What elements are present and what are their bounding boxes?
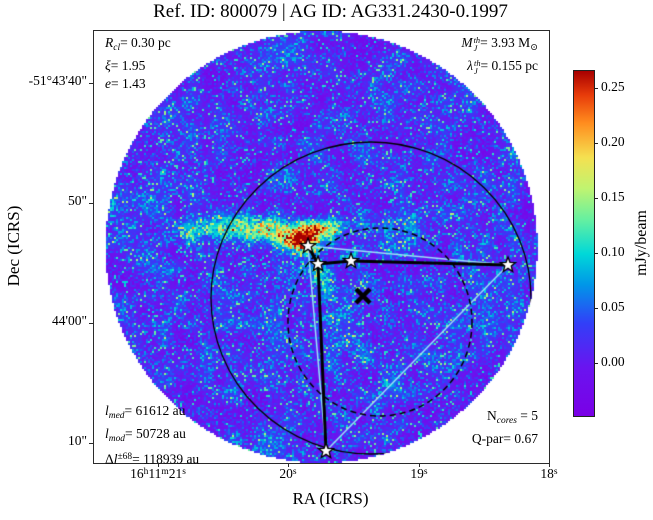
- annotation-line: e= 1.43: [105, 75, 146, 91]
- colorbar-tick-label: 0.05: [601, 299, 625, 314]
- colorbar-tick-label: 0.15: [601, 189, 625, 204]
- x-axis-label: RA (ICRS): [292, 489, 369, 508]
- colorbar: [573, 70, 595, 417]
- annotation-clump-params: Rcl= 0.30 pc ξ= 1.95 e= 1.43: [105, 34, 171, 93]
- x-tickmark: [287, 463, 289, 467]
- annotation-line: Δl±68= 118939 au: [105, 450, 200, 466]
- colorbar-tick-label: 0.25: [601, 79, 625, 94]
- annotation-line: Q-par= 0.67: [471, 430, 538, 446]
- x-tick-label: 20s: [279, 466, 297, 481]
- y-tick-label: -51°43'40": [28, 73, 87, 88]
- x-tick-label: 16h11m21s: [130, 466, 186, 481]
- colorbar-tick-label: 0.10: [601, 244, 625, 259]
- x-tickmark: [418, 463, 420, 467]
- y-axis-label: Dec (ICRS): [4, 205, 23, 287]
- colorbar-tick-label: 0.20: [601, 134, 625, 149]
- figure-title: Ref. ID: 800079 | AG ID: AG331.2430-0.19…: [153, 1, 508, 22]
- stacked-script: th J: [473, 35, 481, 54]
- annotation-line: ξ= 1.95: [105, 57, 146, 73]
- colorbar-label: mJy/beam: [633, 210, 650, 276]
- y-tickmark: [89, 322, 93, 324]
- annotation-core-stats: Ncores = 5 Q-par= 0.67: [472, 407, 538, 448]
- x-tickmark: [157, 463, 159, 467]
- annotation-line: lmed= 61612 au: [105, 403, 186, 421]
- annotation-separation-params: lmed= 61612 au lmod= 50728 au Δl±68= 11893…: [105, 402, 199, 468]
- intensity-map-canvas: [94, 31, 549, 463]
- annotation-line: Ncores = 5: [487, 408, 538, 426]
- stacked-script: th J: [474, 58, 481, 76]
- y-tick-label: 44'00": [52, 313, 87, 328]
- y-tickmark: [89, 442, 93, 444]
- annotation-line: Rcl= 0.30 pc: [105, 35, 171, 53]
- y-tickmark: [89, 82, 93, 84]
- annotation-line: λ th J = 0.155 pc: [467, 57, 538, 76]
- annotation-line: lmod= 50728 au: [105, 425, 186, 444]
- y-tickmark: [89, 202, 93, 204]
- y-tick-label: 10": [67, 433, 87, 448]
- x-tick-label: 18s: [540, 466, 558, 481]
- x-tick-label: 19s: [410, 466, 428, 481]
- colorbar-tick-label: 0.00: [601, 354, 625, 369]
- x-tickmark: [548, 463, 550, 467]
